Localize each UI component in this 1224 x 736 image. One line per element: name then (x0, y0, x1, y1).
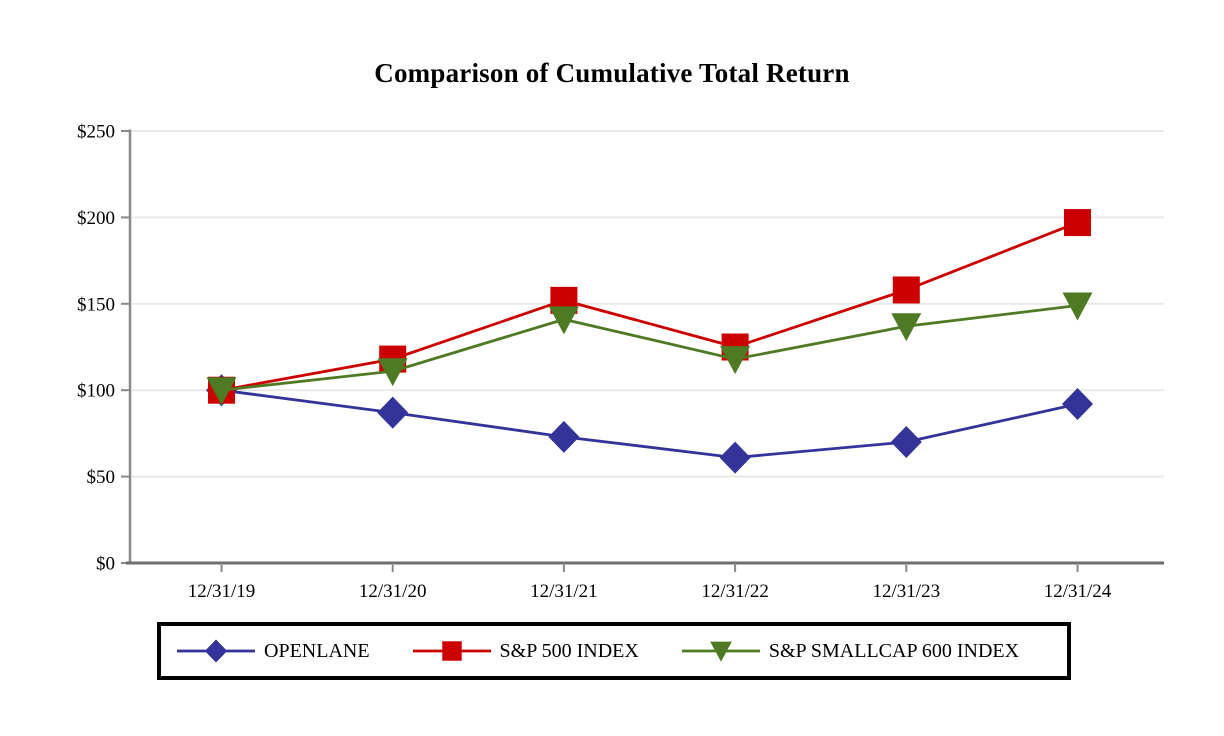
x-axis-tick-label: 12/31/22 (701, 581, 769, 602)
diamond-icon (177, 639, 255, 663)
y-axis-tick-label: $150 (77, 294, 115, 315)
x-axis-tick-label: 12/31/24 (1044, 581, 1112, 602)
chart-title: Comparison of Cumulative Total Return (374, 58, 850, 88)
legend-label-sp500: S&P 500 INDEX (499, 639, 639, 662)
y-axis-tick-label: $0 (96, 554, 115, 575)
x-axis-tick-label: 12/31/23 (873, 581, 941, 602)
square-icon (412, 641, 491, 661)
legend-item-sp500: S&P 500 INDEX (412, 634, 639, 668)
legend-item-openlane: OPENLANE (176, 634, 370, 668)
legend-item-smallcap600: S&P SMALLCAP 600 INDEX (681, 634, 1019, 668)
y-axis-tick-label: $200 (77, 208, 115, 229)
x-axis-tick-label: 12/31/21 (530, 581, 598, 602)
x-axis-tick-label: 12/31/20 (359, 581, 427, 602)
y-axis-tick-label: $100 (77, 381, 115, 402)
legend-label-openlane: OPENLANE (264, 639, 370, 662)
triangle-down-icon (681, 641, 760, 662)
legend: OPENLANE S&P 500 INDEX S&P SMALLCAP 600 … (157, 622, 1071, 680)
y-axis-tick-label: $50 (87, 467, 116, 488)
y-axis-tick-label: $250 (77, 122, 115, 143)
x-axis-tick-label: 12/31/19 (188, 581, 256, 602)
legend-label-smallcap600: S&P SMALLCAP 600 INDEX (768, 639, 1020, 662)
